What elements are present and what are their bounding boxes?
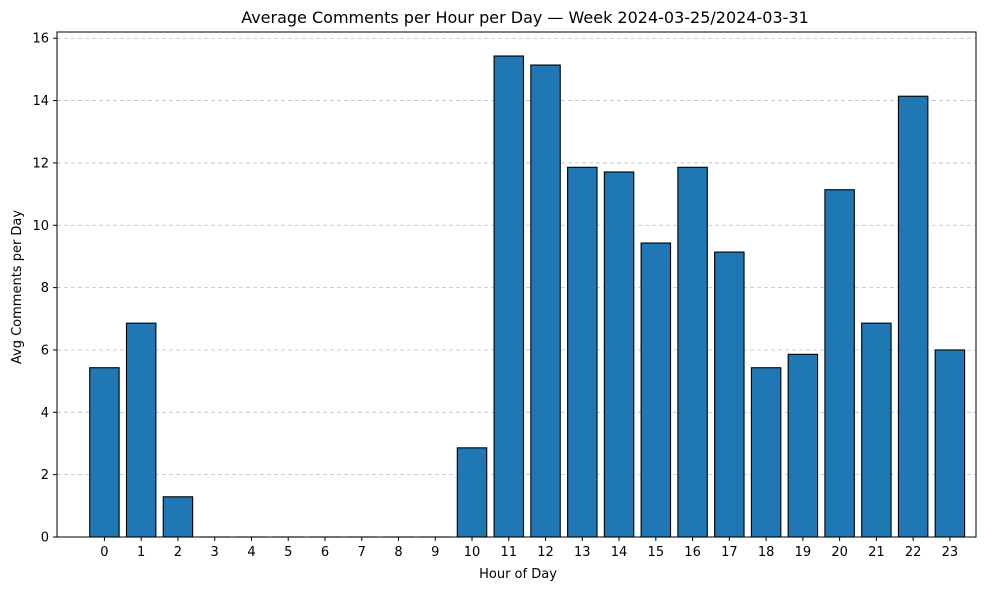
y-tick-label-0: 0 [41, 531, 49, 546]
y-tick-label-14: 14 [32, 94, 49, 109]
axes [53, 31, 977, 541]
x-tick-label-15: 15 [648, 545, 665, 560]
bar-hour-13 [567, 166, 598, 538]
bar-hour-23 [934, 349, 966, 538]
x-tick-label-14: 14 [611, 545, 628, 560]
bar-hour-20 [824, 189, 855, 538]
x-tick-label-9: 9 [431, 545, 439, 560]
chart-title: Average Comments per Hour per Day — Week… [241, 8, 809, 27]
bar-hour-0 [89, 367, 120, 538]
y-tick-label-8: 8 [41, 281, 49, 296]
x-tick-label-10: 10 [464, 545, 481, 560]
bar-hour-17 [714, 251, 745, 538]
y-tick-label-16: 16 [32, 32, 49, 47]
x-tick-label-23: 23 [942, 545, 959, 560]
plot-frame [56, 31, 977, 538]
bar-hour-19 [787, 353, 819, 538]
bar-hour-22 [897, 95, 929, 538]
bars [89, 55, 966, 538]
x-tick-label-18: 18 [758, 545, 775, 560]
y-tick-label-4: 4 [41, 406, 49, 421]
bar-hour-12 [530, 64, 561, 538]
bar-hour-21 [861, 322, 892, 538]
x-tick-label-22: 22 [905, 545, 922, 560]
x-tick-label-19: 19 [795, 545, 812, 560]
bar-hour-1 [125, 322, 157, 538]
x-tick-label-5: 5 [284, 545, 292, 560]
x-tick-label-2: 2 [174, 545, 182, 560]
x-tick-label-4: 4 [247, 545, 255, 560]
y-tick-label-2: 2 [41, 468, 49, 483]
x-tick-label-17: 17 [721, 545, 738, 560]
y-tick-label-12: 12 [32, 156, 49, 171]
bar-hour-2 [162, 496, 194, 538]
bar-hour-15 [640, 242, 672, 538]
y-tick-label-10: 10 [32, 219, 49, 234]
y-tick-label-6: 6 [41, 343, 49, 358]
bar-hour-16 [677, 166, 708, 538]
x-tick-label-7: 7 [358, 545, 366, 560]
x-tick-label-20: 20 [831, 545, 848, 560]
x-tick-label-13: 13 [574, 545, 591, 560]
x-tick-label-8: 8 [394, 545, 402, 560]
bar-hour-11 [493, 55, 525, 538]
x-tick-label-12: 12 [537, 545, 554, 560]
x-tick-label-16: 16 [684, 545, 701, 560]
x-tick-label-11: 11 [501, 545, 518, 560]
x-tick-label-6: 6 [321, 545, 329, 560]
x-tick-label-1: 1 [137, 545, 145, 560]
x-axis-label: Hour of Day [479, 567, 557, 582]
bar-hour-10 [456, 447, 488, 538]
bar-hour-18 [750, 367, 782, 538]
y-axis-label: Avg Comments per Day [10, 210, 25, 365]
x-tick-label-21: 21 [868, 545, 885, 560]
x-tick-label-0: 0 [100, 545, 108, 560]
x-tick-label-3: 3 [211, 545, 219, 560]
bar-hour-14 [603, 171, 635, 538]
